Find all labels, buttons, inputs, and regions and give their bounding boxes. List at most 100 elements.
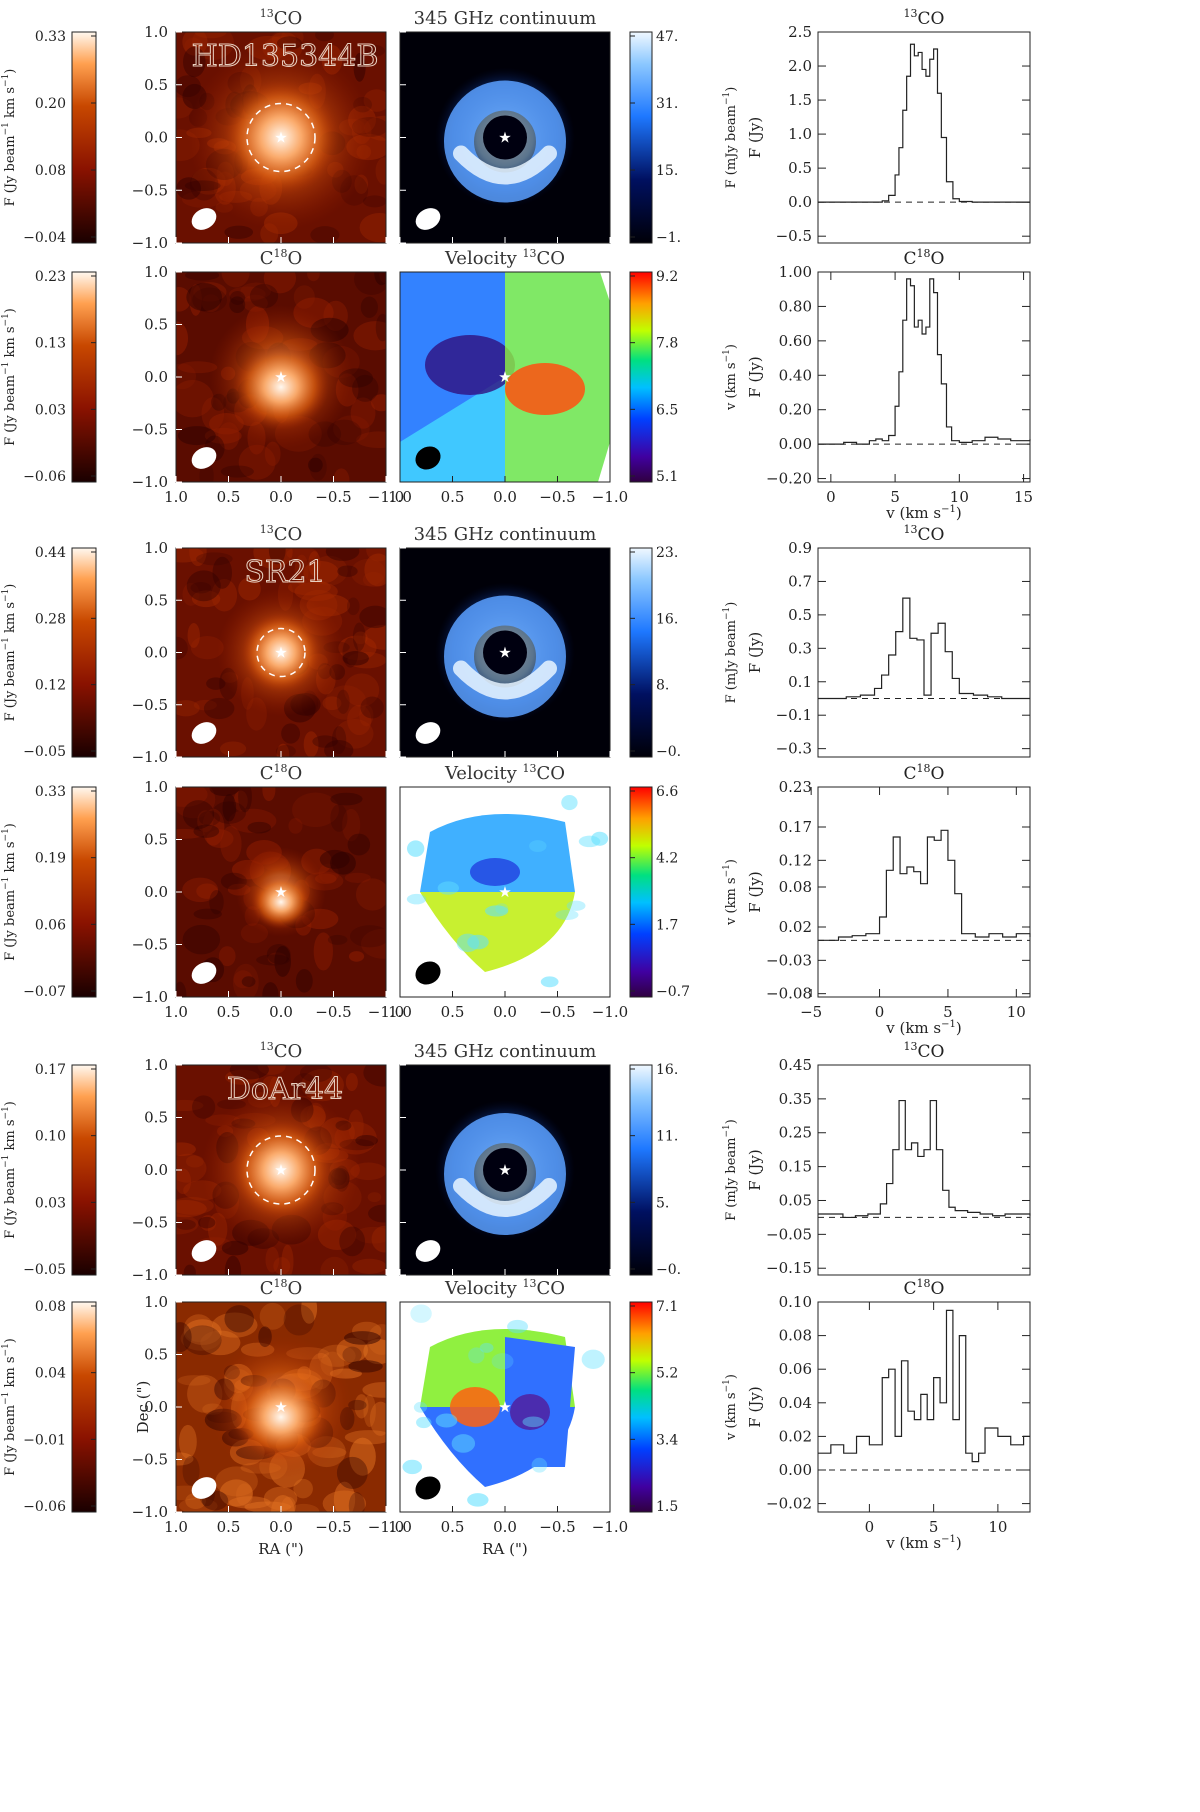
y-axis-label: F (Jy) [746,117,764,158]
map-ytick-label: −0.5 [132,936,168,954]
map-xtick-label: −1.0 [592,1003,628,1021]
y-axis-label: F (Jy) [746,632,764,673]
spectrum-series-line [818,278,1031,445]
star-marker: ★ [498,1161,511,1179]
star-marker: ★ [498,129,511,147]
map-ytick-label: 0.5 [144,76,168,94]
spectrum-chart: 0.10 0.08 0.06 0.04 0.02 0.00 −0.02 0 5 10 F (Jy) C… [746,1277,1031,1552]
ra-axis-label: RA (") [258,1540,304,1558]
colorbar-axis-label: F (mJy beam−1) [722,87,739,189]
colorbar-axis-label: F (Jy beam−1 km s−1) [1,308,18,446]
map-13co: ★ 1.0 0.5 0.0 −0.5 −1.0 HD135344B 13CO [132,7,387,252]
plot-frame [817,1064,1031,1276]
ytick-label: 0.60 [779,332,812,350]
ytick-label: 2.0 [788,57,812,75]
ytick-label: 0.80 [779,297,812,315]
star-marker: ★ [274,644,287,662]
map-xtick-label: −0.5 [539,1003,575,1021]
map-13co: ★ 1.0 0.5 0.0 −0.5 −1.0 SR21 13CO [132,523,387,766]
colorbar-flux: 0.17 0.10 0.03 −0.05 F (Jy beam−1 km s−1) [1,1062,97,1278]
colorbar-tick-label: 0.06 [35,917,66,933]
map-xtick-label: −1.0 [368,488,404,506]
colorbar-tick-label: 5.1 [656,469,678,485]
ytick-label: −0.15 [766,1259,812,1277]
map-c18o: ★ 1.0 1.0 0.5 0.5 0.0 0.0 −0.5 −0.5 −1.0 −1.0 C18O D… [132,1277,405,1536]
map-ytick-label: 0.5 [144,1346,168,1364]
colorbar-flux: 0.33 0.19 0.06 −0.07 F (Jy beam−1 km s−1) [1,784,97,1000]
spectrum-series-line [818,43,1030,203]
colorbar-axis-label: v (km s−1) [722,344,739,411]
ytick-label: −0.08 [766,985,812,1003]
colorbar-tick-label: 0.13 [35,336,66,352]
panel-title-c18o: C18O [260,247,303,269]
x-axis-label: v (km s−1) [885,1534,961,1552]
panel-title-13co: 13CO [260,1040,303,1062]
star-marker: ★ [498,1398,511,1416]
colorbar-right: 6.6 4.2 1.7 −0.7 v (km s−1) [629,784,739,1000]
panel-title-continuum: 345 GHz continuum [414,8,597,29]
map-ytick-label: 0.0 [144,1398,168,1416]
star-marker: ★ [274,1398,287,1416]
map-ytick-label: −1.0 [132,473,168,491]
map-ytick-label: 1.0 [144,263,168,281]
ytick-label: 0.05 [779,1191,812,1209]
colorbar-tick-label: 5. [656,1195,669,1211]
map-xtick-label: −1.0 [368,1518,404,1536]
map-xtick-label: −1.0 [592,1518,628,1536]
colorbar-tick-label: −0.05 [23,744,66,760]
ytick-label: 0.25 [779,1124,812,1142]
colorbar-axis-label: F (Jy beam−1 km s−1) [1,1101,18,1239]
source-name: HD135344B [192,39,379,74]
colorbar-axis-label: F (mJy beam−1) [722,1119,739,1221]
chart-title: C18O [904,1277,945,1299]
map-xtick-label: 0.5 [441,1518,465,1536]
map-ytick-label: −0.5 [132,1214,168,1232]
map-xtick-label: 1.0 [388,1518,412,1536]
ytick-label: 0.0 [788,193,812,211]
colorbar-tick-label: 5.2 [656,1366,678,1382]
chart-title: 13CO [904,523,945,545]
map-xtick-label: −0.5 [539,488,575,506]
chart-title: 13CO [904,1040,945,1062]
xtick-label: 10 [950,488,969,506]
colorbar-axis-label: F (Jy beam−1 km s−1) [1,1338,18,1476]
map-xtick-label: −0.5 [315,488,351,506]
colorbar-tick-label: 0.23 [35,269,66,285]
colorbar-tick-label: −0. [656,744,681,760]
ytick-label: 0.45 [779,1056,812,1074]
y-axis-label: F (Jy) [746,871,764,912]
map-ytick-label: 0.0 [144,368,168,386]
map-xtick-label: −0.5 [539,1518,575,1536]
colorbar-tick-label: 0.20 [35,96,66,112]
ytick-label: 0.00 [779,1461,812,1479]
map-xtick-label: 1.0 [388,1003,412,1021]
ytick-label: 0.02 [779,918,812,936]
colorbar-tick-label: −0.7 [656,984,690,1000]
y-axis-label: F (Jy) [746,356,764,397]
ytick-label: −0.20 [766,470,812,488]
map-xtick-label: −0.5 [315,1003,351,1021]
ytick-label: 0.23 [779,778,812,796]
star-marker: ★ [274,368,287,386]
map-ytick-label: 0.0 [144,129,168,147]
colorbar-tick-label: 0.33 [35,784,66,800]
map-xtick-label: 0.5 [217,1518,241,1536]
ytick-label: 0.15 [779,1158,812,1176]
map-ytick-label: −1.0 [132,988,168,1006]
colorbar-axis-label: F (Jy beam−1 km s−1) [1,69,18,207]
colorbar-tick-label: 0.28 [35,611,66,627]
colorbar-axis-label: F (Jy beam−1 km s−1) [1,823,18,961]
ra-axis-label: RA (") [482,1540,528,1558]
map-ytick-label: −1.0 [132,1266,168,1284]
map-velocity: ★ 1.0 0.5 0.0 −0.5 −1.0 Velocity 13CO RA (") [388,1277,628,1558]
map-ytick-label: 0.5 [144,591,168,609]
spectrum-series-line [818,597,1030,700]
map-velocity: ★ 1.0 0.5 0.0 −0.5 −1.0 Velocity 13CO [388,762,628,1021]
star-marker: ★ [274,883,287,901]
spectrum-chart: 0.45 0.35 0.25 0.15 0.05 −0.05 −0.15 F (Jy) 13CO [746,1040,1031,1277]
ytick-label: 0.7 [788,572,812,590]
ytick-label: 1.0 [788,125,812,143]
ytick-label: −0.05 [766,1225,812,1243]
star-marker: ★ [498,644,511,662]
colorbar-tick-label: 0.08 [35,1299,66,1315]
